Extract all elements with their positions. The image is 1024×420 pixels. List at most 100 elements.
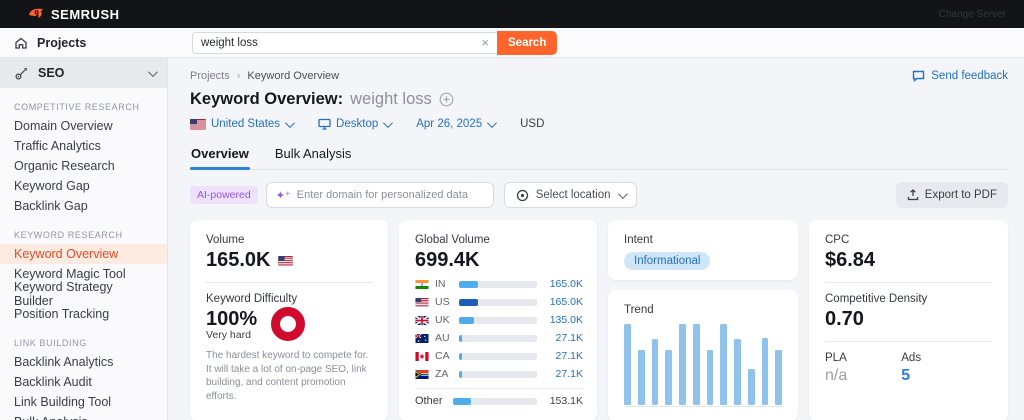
global-volume-value: 699.4K <box>415 249 480 271</box>
chevron-down-icon <box>383 117 394 128</box>
intent-card: Intent Informational <box>608 220 798 280</box>
country-code: ZA <box>435 368 449 380</box>
keyword-search-bar: × Search <box>192 30 558 55</box>
keyword-difficulty-label: Keyword Difficulty <box>206 293 298 305</box>
trend-bar <box>747 368 755 405</box>
breadcrumb-projects[interactable]: Projects <box>190 70 230 82</box>
search-button[interactable]: Search <box>497 30 558 55</box>
sidebar-item-backlink-gap[interactable]: Backlink Gap <box>14 199 88 213</box>
brand-name: SEMRUSH <box>51 6 120 22</box>
intent-badge[interactable]: Informational <box>624 252 711 270</box>
cpc-card: CPC $6.84 Competitive Density 0.70 PLA n… <box>809 220 1008 420</box>
metric-cards: Volume 165.0K Keyword Difficulty 100 <box>190 220 1008 420</box>
domain-input[interactable] <box>296 189 484 201</box>
desktop-icon <box>318 118 331 130</box>
trend-bar <box>734 338 741 405</box>
global-volume-row: ZA 27.1K <box>415 368 583 380</box>
sidebar-item-keyword-strategy-builder[interactable]: Keyword Strategy Builder <box>14 280 113 308</box>
clear-search-icon[interactable]: × <box>481 35 489 50</box>
sidebar: SEO COMPETITIVE RESEARCH Domain Overview… <box>0 58 168 420</box>
pla-block: PLA n/a <box>825 352 847 385</box>
date-filter[interactable]: Apr 26, 2025 <box>416 117 497 130</box>
keyword-difficulty-value: 100% <box>206 308 258 330</box>
sidebar-seo-label: SEO <box>38 66 65 80</box>
date-filter-label: Apr 26, 2025 <box>416 118 483 130</box>
sidebar-item-backlink-audit[interactable]: Backlink Audit <box>14 375 92 389</box>
sidebar-item-domain-overview[interactable]: Domain Overview <box>14 119 113 133</box>
pla-label: PLA <box>825 352 847 364</box>
trend-card: Trend <box>608 290 798 420</box>
sidebar-item-position-tracking[interactable]: Position Tracking <box>14 307 110 321</box>
currency-filter[interactable]: USD <box>520 118 544 130</box>
tab-bulk-analysis[interactable]: Bulk Analysis <box>274 146 352 161</box>
section-keyword-research: KEYWORD RESEARCH <box>14 230 123 240</box>
ads-value[interactable]: 5 <box>901 367 911 384</box>
top-bar: SEMRUSH Change Server <box>0 0 1024 28</box>
breadcrumb-separator: › <box>236 70 241 82</box>
location-pin-icon <box>516 189 528 201</box>
filters-row: United States Desktop Apr 26, 2025 <box>190 117 1008 130</box>
volume-bar <box>459 298 478 306</box>
sidebar-item-keyword-gap[interactable]: Keyword Gap <box>14 179 90 193</box>
ads-block: Ads 5 <box>901 352 921 385</box>
add-keyword-icon[interactable] <box>439 92 454 107</box>
trend-bar <box>665 349 672 405</box>
divider <box>825 341 992 342</box>
ads-label: Ads <box>901 352 922 364</box>
change-server-text: Change Server <box>938 8 1006 20</box>
page-keyword: weight loss <box>350 90 432 108</box>
device-filter[interactable]: Desktop <box>318 117 394 130</box>
select-location-dropdown[interactable]: Select location <box>503 182 637 208</box>
main-content: Projects › Keyword Overview Send feedbac… <box>168 58 1024 420</box>
volume-bar <box>459 316 474 324</box>
country-volume: 27.1K <box>555 350 583 362</box>
flag-in-icon <box>415 279 429 289</box>
search-input[interactable] <box>201 36 482 49</box>
country-volume: 135.0K <box>549 314 583 326</box>
feedback-bubble-icon <box>913 70 925 82</box>
projects-nav[interactable]: Projects <box>0 28 168 57</box>
select-location-label: Select location <box>535 189 611 201</box>
home-icon <box>15 37 27 49</box>
semrush-logo[interactable]: SEMRUSH <box>28 6 120 22</box>
volume-bar <box>453 397 472 405</box>
sidebar-item-traffic-analytics[interactable]: Traffic Analytics <box>14 139 101 153</box>
trend-bar <box>761 337 769 405</box>
sidebar-item-backlink-analytics[interactable]: Backlink Analytics <box>14 355 114 369</box>
cpc-label: CPC <box>825 234 850 246</box>
keyword-difficulty-level: Very hard <box>206 329 251 341</box>
breadcrumb-keyword-overview: Keyword Overview <box>247 70 340 82</box>
volume-difficulty-card: Volume 165.0K Keyword Difficulty 100 <box>190 220 388 420</box>
country-volume: 165.0K <box>549 296 583 308</box>
tab-overview[interactable]: Overview <box>190 142 250 170</box>
pla-value: n/a <box>825 367 848 384</box>
country-volume: 27.1K <box>555 368 583 380</box>
trend-bar <box>706 349 714 405</box>
chevron-down-icon <box>617 188 628 199</box>
trend-bar <box>692 324 700 405</box>
flag-ca-icon <box>415 351 429 361</box>
seo-tools-icon <box>15 67 27 80</box>
competitive-density-value: 0.70 <box>825 308 864 330</box>
sidebar-item-organic-research[interactable]: Organic Research <box>14 159 115 173</box>
sidebar-item-keyword-magic-tool[interactable]: Keyword Magic Tool <box>14 267 126 281</box>
sidebar-item-seo[interactable]: SEO <box>0 58 167 88</box>
sidebar-item-link-building-tool[interactable]: Link Building Tool <box>14 395 112 409</box>
trend-bar <box>637 349 645 405</box>
sidebar-item-keyword-overview[interactable]: Keyword Overview <box>0 244 167 264</box>
country-code: UK <box>435 314 450 326</box>
send-feedback-link[interactable]: Send feedback <box>912 70 1008 82</box>
flag-us-icon <box>277 255 293 266</box>
sidebar-item-bulk-analysis[interactable]: Bulk Analysis <box>0 412 167 420</box>
global-volume-row: AU 27.1K <box>415 332 583 344</box>
trend-bar <box>624 324 631 405</box>
export-to-pdf-button[interactable]: Export to PDF <box>895 182 1008 208</box>
intent-trend-column: Intent Informational Trend <box>608 220 798 420</box>
breadcrumb: Projects › Keyword Overview <box>190 70 339 82</box>
export-icon <box>907 189 918 201</box>
section-competitive-research: COMPETITIVE RESEARCH <box>14 102 140 112</box>
global-volume-row: IN 165.0K <box>415 278 583 290</box>
competitive-density-label: Competitive Density <box>825 293 928 305</box>
country-code: CA <box>435 350 450 362</box>
country-filter[interactable]: United States <box>190 117 295 130</box>
